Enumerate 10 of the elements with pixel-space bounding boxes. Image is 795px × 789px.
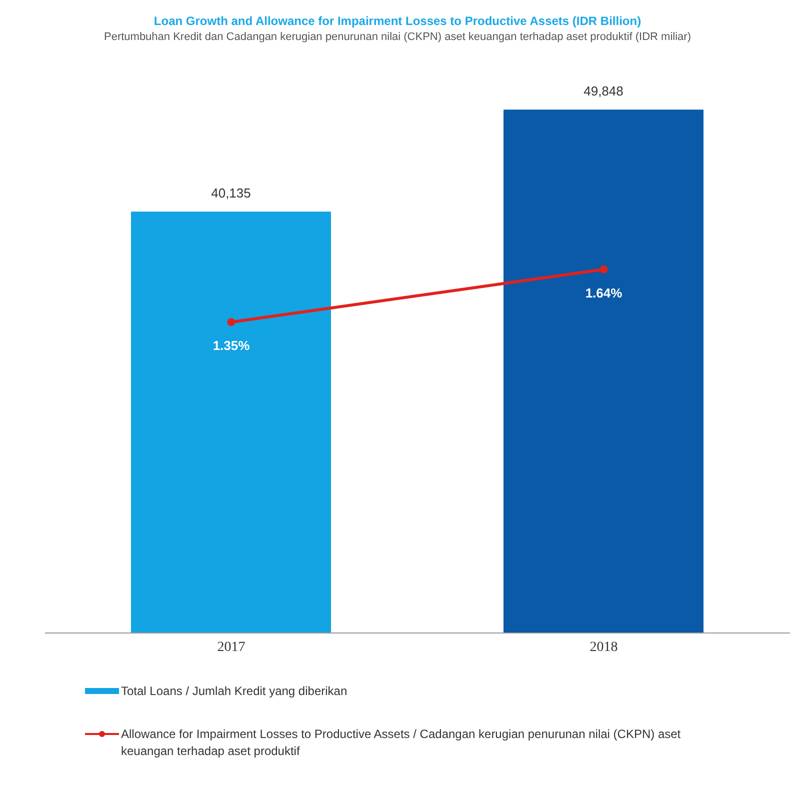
x-tick-label: 2018: [590, 640, 618, 655]
legend-label: Total Loans / Jumlah Kredit yang diberikan: [121, 683, 348, 700]
x-tick-label: 2017: [217, 640, 246, 655]
data-label: 40,135: [211, 186, 251, 201]
legend-label: Allowance for Impairment Losses to Productive Assets / Cadangan kerugian penurunan nilai (CKPN) aset keuangan terhadap aset produktif: [121, 726, 682, 760]
data-label: 1.35%: [212, 338, 250, 354]
data-label: 1.64%: [585, 285, 623, 300]
data-label: 49,848: [584, 84, 624, 99]
chart-subtitle: Pertumbuhan Kredit dan Cadangan kerugian penurunan nilai (CKPN) aset keuangan terhadap aset produktif (IDR miliar): [102, 31, 692, 43]
chart-title: Loan Growth and Allowance for Impairment Losses to Productive Assets (IDR Billion): [152, 14, 642, 28]
